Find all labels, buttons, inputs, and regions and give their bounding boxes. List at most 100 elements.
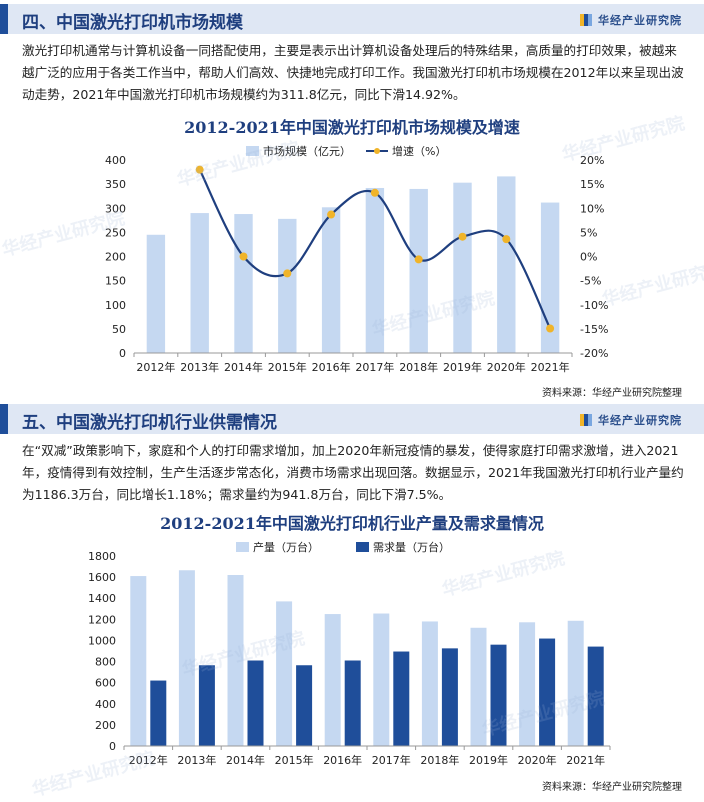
x-tick-label: 2017年 (355, 360, 394, 374)
legend-label-production: 产量（万台） (253, 540, 319, 554)
section-5-title: 五、中国激光打印机行业供需情况 (22, 413, 277, 433)
y-right-tick-label: -5% (580, 275, 601, 288)
section-4-header: 四、中国激光打印机市场规模 华经产业研究院 (0, 4, 704, 34)
y-left-tick-label: 0 (119, 347, 126, 360)
x-tick-label: 2020年 (487, 360, 526, 374)
growth-rate-point (414, 255, 423, 264)
brand-logo-icon (580, 414, 592, 426)
supply-demand-chart: 0 200 400 600 800 1000 1200 1400 1600 1800 2012年 20… (88, 540, 611, 767)
growth-rate-point (327, 210, 336, 219)
market-size-bar (365, 187, 385, 353)
demand-bar (587, 646, 604, 746)
legend-swatch-growth-point (374, 148, 380, 154)
demand-bar (393, 651, 410, 746)
market-size-bar (190, 213, 209, 353)
growth-rate-point (239, 252, 248, 261)
y-right-tick-label: 0% (580, 251, 597, 264)
growth-rate-point (458, 232, 467, 241)
y-tick-label: 400 (95, 698, 116, 711)
y-left-tick-label: 350 (105, 178, 126, 191)
market-size-bar (278, 218, 297, 353)
demand-bar (296, 665, 313, 746)
y-left-tick-label: 300 (105, 202, 126, 215)
brand-name: 华经产业研究院 (598, 414, 682, 427)
legend-swatch-demand (356, 542, 369, 552)
demand-bar (150, 680, 167, 746)
header-accent-bar (0, 4, 8, 34)
x-tick-label: 2021年 (566, 753, 605, 767)
y-tick-label: 1600 (88, 571, 116, 584)
y-left-tick-label: 200 (105, 251, 126, 264)
demand-bar (344, 660, 361, 746)
chart1-source: 资料来源：华经产业研究院整理 (542, 388, 682, 399)
production-bar (178, 570, 195, 746)
demand-bar (441, 648, 458, 746)
y-right-tick-label: 15% (580, 178, 604, 191)
x-tick-label: 2017年 (372, 753, 411, 767)
chart2-source: 资料来源：华经产业研究院整理 (542, 782, 682, 793)
market-size-bar (453, 182, 472, 353)
growth-rate-point (370, 188, 379, 197)
x-tick-label: 2019年 (443, 360, 482, 374)
x-tick-label: 2020年 (518, 753, 557, 767)
y-tick-label: 200 (95, 719, 116, 732)
production-bar (373, 613, 390, 746)
chart2-title: 2012-2021年中国激光打印机行业产量及需求量情况 (160, 514, 544, 533)
x-tick-label: 2012年 (136, 360, 175, 374)
market-size-bar (146, 234, 166, 353)
growth-rate-point (546, 324, 555, 333)
production-bar (227, 575, 244, 746)
growth-rate-point (502, 235, 511, 244)
market-size-bar (321, 207, 341, 353)
demand-bar (247, 660, 264, 746)
brand-label: 华经产业研究院 (580, 412, 682, 428)
y-right-tick-label: 20% (580, 154, 604, 167)
y-left-tick-label: 250 (105, 226, 126, 239)
legend-swatch-production (236, 542, 249, 552)
y-right-tick-label: -10% (580, 299, 608, 312)
y-tick-label: 1400 (88, 592, 116, 605)
brand-logo-icon (580, 14, 592, 26)
x-tick-label: 2016年 (312, 360, 351, 374)
x-tick-label: 2015年 (275, 753, 314, 767)
y-left-tick-label: 150 (105, 275, 126, 288)
y-right-tick-label: -15% (580, 323, 608, 336)
production-bar (130, 576, 147, 746)
y-tick-label: 1800 (88, 550, 116, 563)
demand-bar (198, 665, 215, 746)
growth-rate-point (283, 269, 292, 278)
y-tick-label: 1200 (88, 613, 116, 626)
section-5-header: 五、中国激光打印机行业供需情况 华经产业研究院 (0, 404, 704, 434)
production-bar (567, 620, 584, 746)
legend-label-demand: 需求量（万台） (373, 540, 450, 554)
y-left-tick-label: 50 (112, 323, 126, 336)
production-bar (519, 622, 536, 746)
x-tick-label: 2013年 (180, 360, 219, 374)
x-tick-label: 2019年 (469, 753, 508, 767)
y-tick-label: 800 (95, 656, 116, 669)
x-tick-label: 2021年 (531, 360, 570, 374)
brand-name: 华经产业研究院 (598, 14, 682, 27)
production-bar (276, 601, 293, 746)
chart1-title: 2012-2021年中国激光打印机市场规模及增速 (184, 118, 520, 137)
x-tick-label: 2012年 (129, 753, 168, 767)
production-bar (421, 621, 438, 746)
x-tick-label: 2014年 (226, 753, 265, 767)
y-left-tick-label: 400 (105, 154, 126, 167)
market-size-bar (497, 176, 516, 353)
x-tick-label: 2016年 (323, 753, 362, 767)
legend-label-market-size: 市场规模（亿元） (263, 144, 351, 158)
market-size-chart: 0 50 100 150 200 250 300 350 400 -20% -15% -10% -5% 0… (105, 144, 608, 374)
x-tick-label: 2018年 (399, 360, 438, 374)
y-right-tick-label: -20% (580, 347, 608, 360)
growth-rate-point (195, 165, 204, 174)
market-size-bar (234, 214, 253, 353)
section-5-paragraph: 在“双减”政策影响下，家庭和个人的打印需求增加，加上2020年新冠疫情的暴发，使… (22, 443, 684, 502)
y-tick-label: 600 (95, 677, 116, 690)
x-tick-label: 2018年 (420, 753, 459, 767)
production-bar (324, 614, 341, 746)
y-tick-label: 0 (109, 740, 116, 753)
x-tick-label: 2015年 (268, 360, 307, 374)
y-right-tick-label: 5% (580, 226, 597, 239)
demand-bar (539, 638, 556, 746)
